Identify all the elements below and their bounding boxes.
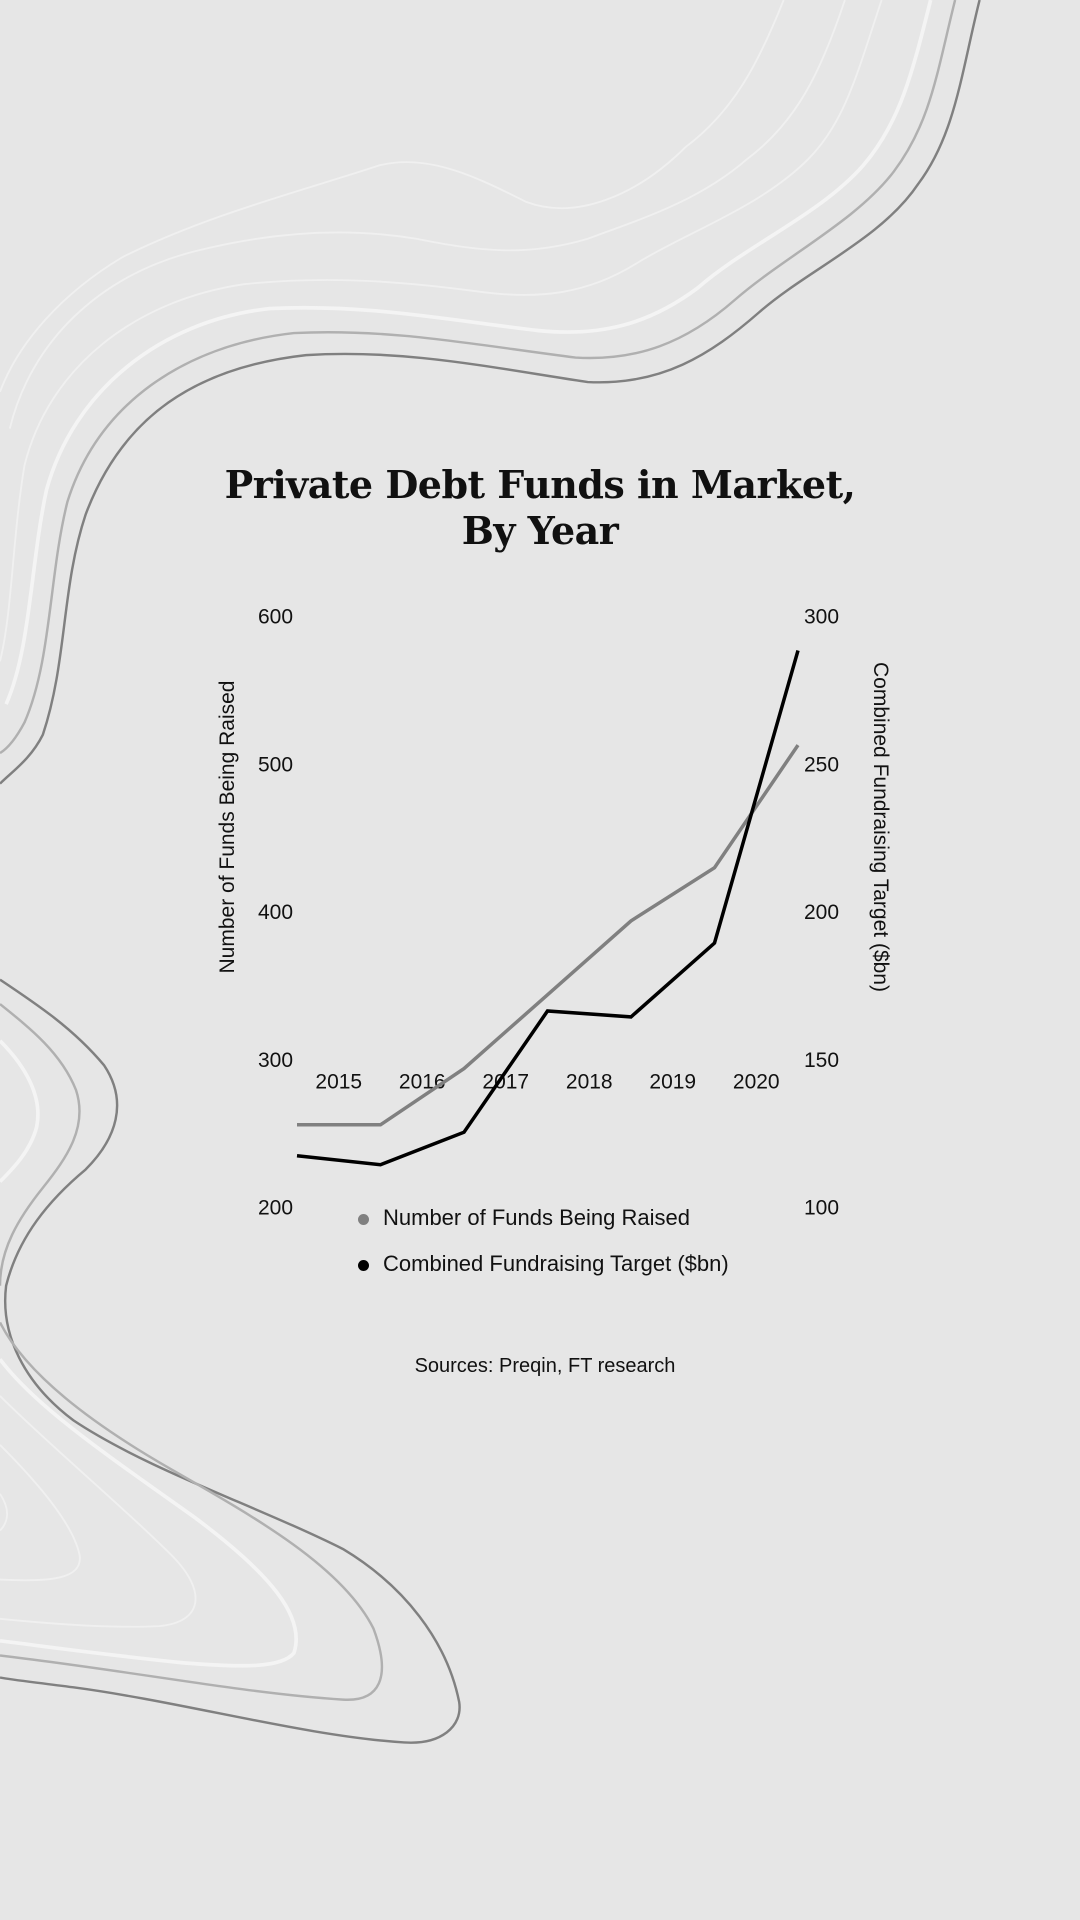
sources-note: Sources: Preqin, FT research <box>414 1355 676 1377</box>
right-tick-label: 150 <box>804 1049 839 1072</box>
right-tick-label: 200 <box>804 901 839 924</box>
left-axis-label: Number of Funds Being Raised <box>216 681 239 974</box>
legend-item-target: Combined Fundraising Target ($bn) <box>358 1251 729 1277</box>
right-tick-label: 250 <box>804 753 839 776</box>
legend-dot-black-icon <box>358 1259 369 1271</box>
right-axis-ticks: 300 250 200 150 100 <box>804 606 839 1220</box>
right-tick-label: 100 <box>804 1197 839 1220</box>
x-tick-label: 2018 <box>566 1071 613 1094</box>
x-tick-label: 2019 <box>649 1071 696 1094</box>
right-tick-label: 300 <box>804 606 839 629</box>
legend-dot-grey-icon <box>358 1213 369 1225</box>
x-axis-ticks: 2015 2016 2017 2018 2019 2020 <box>315 1071 779 1094</box>
x-tick-label: 2015 <box>315 1071 362 1094</box>
series-line-funds <box>297 744 800 1127</box>
left-tick-label: 500 <box>258 753 293 776</box>
legend-label-funds: Number of Funds Being Raised <box>383 1205 690 1230</box>
right-axis-label: Combined Fundraising Target ($bn) <box>869 662 892 992</box>
left-tick-label: 400 <box>258 901 293 924</box>
chart-title-line2: By Year <box>461 508 619 553</box>
series-lines <box>296 650 800 1167</box>
left-tick-label: 600 <box>258 606 293 629</box>
left-tick-label: 200 <box>258 1197 293 1220</box>
legend-label-target: Combined Fundraising Target ($bn) <box>383 1251 729 1276</box>
chart-title: Private Debt Funds in Market, By Year <box>0 462 1080 554</box>
x-tick-label: 2020 <box>733 1071 780 1094</box>
x-tick-label: 2016 <box>399 1071 446 1094</box>
left-tick-label: 300 <box>258 1049 293 1072</box>
left-axis-ticks: 600 500 400 300 200 <box>258 606 293 1220</box>
legend-item-funds: Number of Funds Being Raised <box>358 1205 690 1231</box>
series-line-target <box>296 650 800 1167</box>
chart-title-line1: Private Debt Funds in Market, <box>224 462 856 507</box>
